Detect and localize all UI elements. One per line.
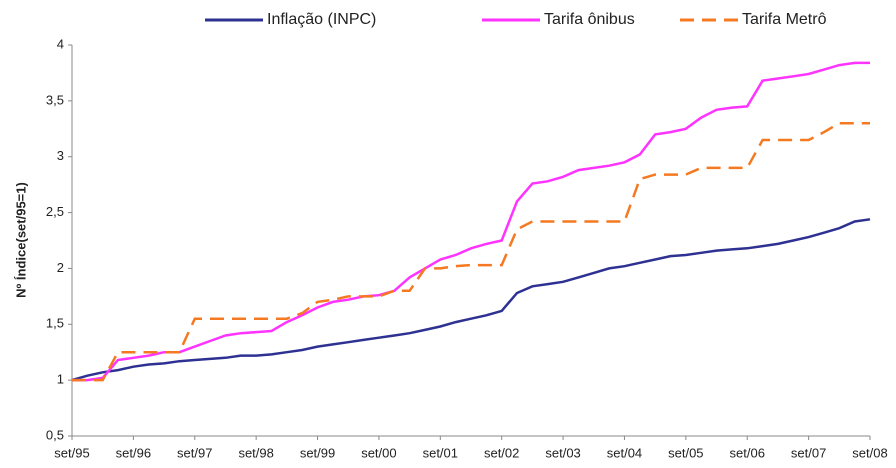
legend-label: Tarifa ônibus bbox=[544, 11, 635, 28]
x-tick-label: set/07 bbox=[791, 445, 826, 460]
y-axis-title: Nº Índice(set/95=1) bbox=[13, 182, 28, 298]
x-tick-label: set/98 bbox=[238, 445, 273, 460]
x-tick-label: set/00 bbox=[361, 445, 396, 460]
x-tick-label: set/02 bbox=[484, 445, 519, 460]
y-tick-label: 0,5 bbox=[46, 427, 64, 442]
x-tick-label: set/97 bbox=[177, 445, 212, 460]
y-tick-label: 2,5 bbox=[46, 204, 64, 219]
x-tick-label: set/05 bbox=[668, 445, 703, 460]
x-tick-label: set/99 bbox=[300, 445, 335, 460]
y-tick-label: 1 bbox=[57, 372, 64, 387]
y-tick-label: 1,5 bbox=[46, 316, 64, 331]
legend-label: Inflação (INPC) bbox=[267, 11, 376, 28]
x-tick-label: set/01 bbox=[423, 445, 458, 460]
series-line bbox=[72, 61, 870, 382]
x-tick-label: set/96 bbox=[116, 445, 151, 460]
x-tick-label: set/08 bbox=[852, 445, 887, 460]
x-tick-label: set/04 bbox=[607, 445, 642, 460]
x-tick-label: set/95 bbox=[54, 445, 89, 460]
series-line bbox=[72, 121, 870, 382]
y-tick-label: 4 bbox=[57, 36, 64, 51]
y-tick-label: 2 bbox=[57, 260, 64, 275]
legend-label: Tarifa Metrô bbox=[742, 11, 827, 28]
x-tick-label: set/06 bbox=[730, 445, 765, 460]
series-line bbox=[71, 218, 871, 382]
x-tick-label: set/03 bbox=[545, 445, 580, 460]
y-tick-label: 3 bbox=[57, 148, 64, 163]
y-tick-label: 3,5 bbox=[46, 92, 64, 107]
